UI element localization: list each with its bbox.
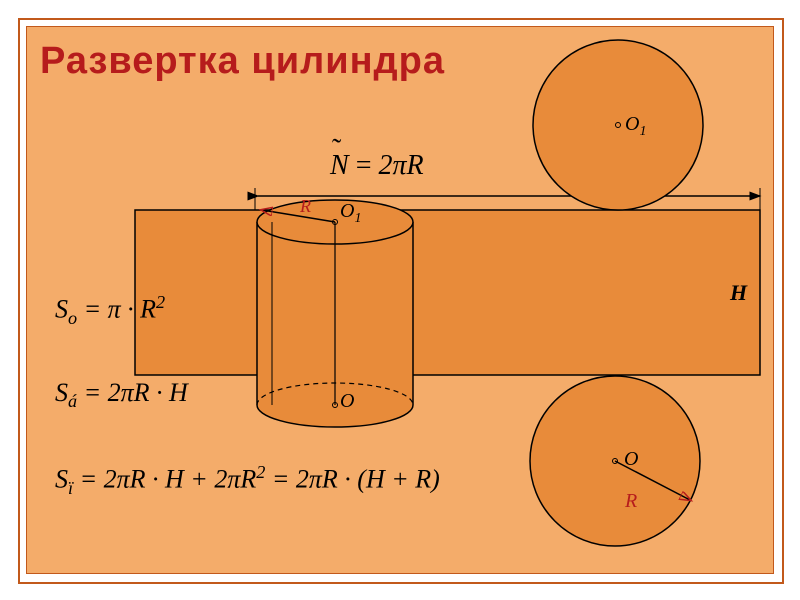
label-cyl-bottom-center: O — [340, 390, 354, 413]
slide: Развертка цилиндра — [0, 0, 800, 600]
formula-circumference: ˜Ñ = 2πRN = 2πR — [330, 150, 424, 182]
formula-Sa: Sá = 2πR · H — [55, 378, 188, 412]
label-bottom-circle-center: O — [624, 448, 638, 471]
cylinder — [257, 200, 413, 427]
label-cyl-top-R: R — [300, 196, 311, 217]
label-cyl-top-center: O1 — [340, 200, 361, 227]
top-base-circle — [533, 40, 703, 210]
label-bottom-circle-R: R — [625, 490, 637, 513]
label-H: H — [730, 280, 747, 306]
formula-Si: Sï = 2πR · H + 2πR2 = 2πR · (H + R) — [55, 462, 440, 499]
label-top-circle-center: O1 — [625, 113, 646, 140]
formula-So: So = π · R2 — [55, 292, 165, 329]
lateral-rectangle — [135, 210, 760, 375]
